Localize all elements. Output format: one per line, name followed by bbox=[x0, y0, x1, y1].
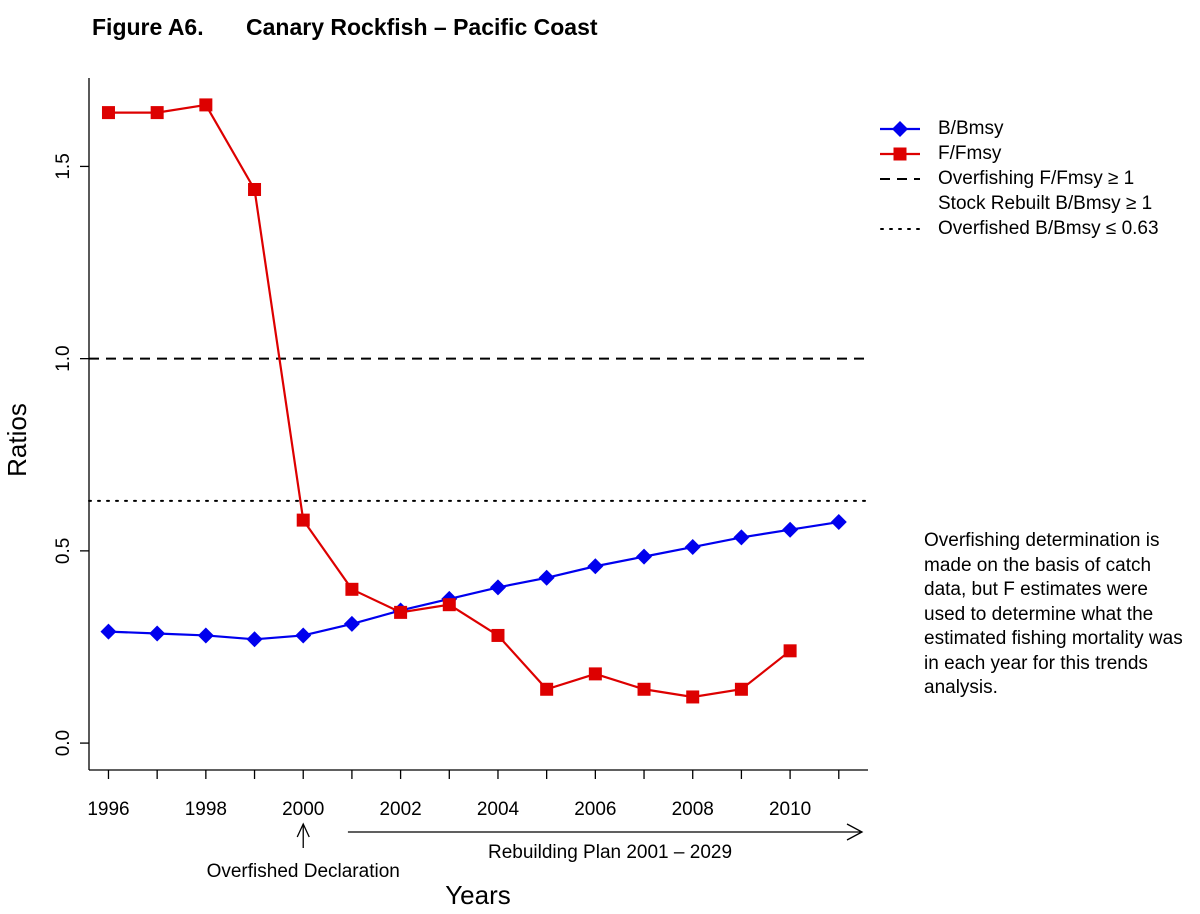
data-point-f-fmsy bbox=[248, 182, 262, 196]
data-point-f-fmsy bbox=[345, 582, 359, 596]
annotations: Overfished Declaration Rebuilding Plan 20… bbox=[207, 822, 864, 882]
y-tick-label: 1.0 bbox=[53, 345, 74, 371]
legend-label: Overfishing F/Fmsy ≥ 1 bbox=[938, 168, 1134, 189]
data-point-f-fmsy bbox=[491, 628, 505, 642]
legend-marker bbox=[892, 121, 908, 137]
declaration-label: Overfished Declaration bbox=[207, 861, 400, 882]
data-point-b-bmsy bbox=[343, 615, 360, 632]
legend-label: Overfished B/Bmsy ≤ 0.63 bbox=[938, 218, 1159, 239]
axes: 0.0 0.5 1.0 1.5 1996 1998 2000 2002 2004 2006 2008… bbox=[2, 78, 868, 910]
x-tick-label: 2004 bbox=[477, 799, 520, 820]
data-point-f-fmsy bbox=[296, 513, 310, 527]
series-f-fmsy bbox=[101, 98, 797, 704]
x-tick-label: 2000 bbox=[282, 799, 324, 820]
y-axis-label: Ratios bbox=[2, 403, 32, 477]
series-layer bbox=[100, 98, 847, 704]
data-point-f-fmsy bbox=[101, 106, 115, 120]
x-axis-label: Years bbox=[445, 880, 511, 910]
data-point-f-fmsy bbox=[150, 106, 164, 120]
data-point-f-fmsy bbox=[588, 667, 602, 681]
reference-lines bbox=[88, 357, 869, 502]
series-b-bmsy bbox=[100, 514, 847, 648]
x-tick-label: 2002 bbox=[379, 799, 421, 820]
legend-entry: Stock Rebuilt B/Bmsy ≥ 1 bbox=[938, 193, 1152, 214]
y-tick-label: 1.5 bbox=[53, 153, 74, 179]
data-point-f-fmsy bbox=[199, 98, 213, 112]
data-point-b-bmsy bbox=[538, 569, 555, 586]
series-line-b-bmsy bbox=[108, 520, 839, 641]
y-tick-label: 0.0 bbox=[53, 730, 74, 756]
legend-entry: B/Bmsy bbox=[880, 118, 1004, 139]
analysis-note: Overfishing determination is made on the… bbox=[924, 530, 1183, 698]
data-point-b-bmsy bbox=[587, 558, 604, 575]
data-point-f-fmsy bbox=[637, 682, 651, 696]
data-point-b-bmsy bbox=[830, 514, 847, 531]
data-point-b-bmsy bbox=[295, 627, 312, 644]
x-tick-label: 1996 bbox=[87, 799, 129, 820]
legend: B/Bmsy F/Fmsy Overfishing F/Fmsy ≥ 1 Stock … bbox=[880, 118, 1159, 239]
data-point-b-bmsy bbox=[246, 631, 263, 648]
rebuilding-arrow-head bbox=[846, 823, 864, 841]
data-point-f-fmsy bbox=[686, 690, 700, 704]
legend-entry: F/Fmsy bbox=[880, 143, 1002, 164]
legend-entry: Overfishing F/Fmsy ≥ 1 bbox=[880, 168, 1134, 189]
data-point-b-bmsy bbox=[100, 623, 117, 640]
data-point-b-bmsy bbox=[782, 521, 799, 538]
data-point-f-fmsy bbox=[442, 598, 456, 612]
declaration-arrow-head bbox=[296, 822, 310, 838]
figure-label: Figure A6. bbox=[92, 14, 204, 40]
data-point-f-fmsy bbox=[734, 682, 748, 696]
data-point-f-fmsy bbox=[394, 605, 408, 619]
x-tick-label: 2008 bbox=[672, 799, 714, 820]
legend-marker bbox=[893, 147, 907, 161]
legend-entry: Overfished B/Bmsy ≤ 0.63 bbox=[880, 218, 1159, 239]
x-tick-label: 1998 bbox=[185, 799, 227, 820]
data-point-b-bmsy bbox=[489, 579, 506, 596]
data-point-b-bmsy bbox=[636, 548, 653, 565]
y-tick-label: 0.5 bbox=[53, 538, 74, 564]
x-tick-label: 2010 bbox=[769, 799, 811, 820]
data-point-b-bmsy bbox=[733, 529, 750, 546]
data-point-b-bmsy bbox=[684, 539, 701, 556]
legend-label: Stock Rebuilt B/Bmsy ≥ 1 bbox=[938, 193, 1152, 214]
legend-label: F/Fmsy bbox=[938, 143, 1002, 164]
legend-label: B/Bmsy bbox=[938, 118, 1004, 139]
data-point-b-bmsy bbox=[197, 627, 214, 644]
data-point-f-fmsy bbox=[540, 682, 554, 696]
data-point-f-fmsy bbox=[783, 644, 797, 658]
figure-title: Canary Rockfish – Pacific Coast bbox=[246, 14, 598, 40]
rebuilding-label: Rebuilding Plan 2001 – 2029 bbox=[488, 842, 732, 863]
data-point-b-bmsy bbox=[149, 625, 166, 642]
x-tick-label: 2006 bbox=[574, 799, 616, 820]
